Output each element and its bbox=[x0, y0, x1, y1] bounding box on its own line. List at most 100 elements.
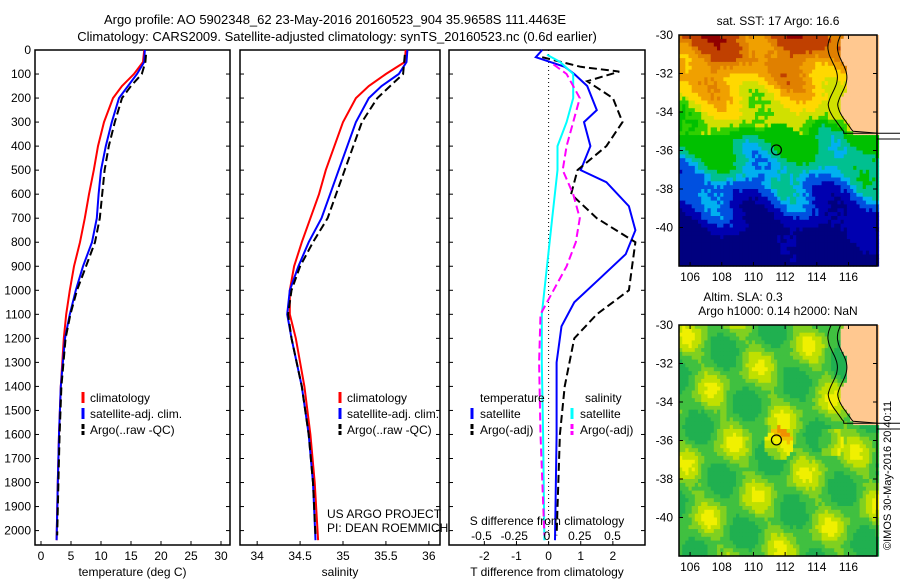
map-cell bbox=[679, 104, 683, 109]
profile-panel-0: 0100200300400500600700800900100011001200… bbox=[4, 43, 231, 579]
map-cell bbox=[736, 100, 740, 105]
map-cell bbox=[786, 100, 791, 105]
map-cell bbox=[739, 139, 743, 144]
map-cell bbox=[755, 65, 759, 71]
map-cell bbox=[815, 169, 819, 175]
map-cell bbox=[805, 192, 810, 198]
map-cell bbox=[862, 181, 867, 186]
map-cell bbox=[707, 135, 712, 140]
map-cell bbox=[802, 371, 807, 376]
map-cell bbox=[789, 208, 794, 213]
map-cell bbox=[720, 328, 724, 334]
map-cell bbox=[745, 185, 750, 190]
map-cell bbox=[764, 363, 769, 368]
map-cell bbox=[736, 104, 740, 109]
map-cell bbox=[748, 332, 753, 337]
map-cell bbox=[856, 181, 861, 186]
map-cell bbox=[761, 38, 766, 44]
map-cell bbox=[808, 77, 813, 82]
map-cell bbox=[821, 88, 826, 94]
map-cell bbox=[739, 375, 743, 380]
map-cell bbox=[758, 208, 762, 213]
map-cell bbox=[701, 185, 705, 190]
map-cell bbox=[859, 158, 864, 163]
map-cell bbox=[729, 378, 734, 384]
map-cell bbox=[767, 35, 772, 40]
map-cell bbox=[761, 231, 766, 236]
map-cell bbox=[688, 219, 693, 225]
map-cell bbox=[786, 223, 791, 229]
map-cell bbox=[840, 340, 845, 345]
map-cell bbox=[774, 371, 778, 376]
map-cell bbox=[698, 77, 702, 82]
map-cell bbox=[748, 359, 753, 364]
map-cell bbox=[745, 150, 750, 155]
map-cell bbox=[856, 250, 861, 255]
map-cell bbox=[710, 154, 715, 159]
map-cell bbox=[780, 181, 785, 186]
map-cell bbox=[827, 65, 832, 71]
map-cell bbox=[824, 169, 829, 175]
map-cell bbox=[780, 46, 785, 51]
map-cell bbox=[764, 69, 769, 74]
map-cell bbox=[755, 77, 759, 82]
map-cell bbox=[821, 115, 826, 121]
map-cell bbox=[856, 242, 861, 248]
lat-tick-label: -38 bbox=[656, 182, 674, 196]
map-cell bbox=[856, 54, 861, 59]
map-cell bbox=[853, 181, 857, 186]
map-cell bbox=[831, 192, 835, 198]
map-cell bbox=[796, 367, 800, 372]
map-cell bbox=[707, 332, 712, 337]
map-cell bbox=[707, 192, 712, 198]
map-cell bbox=[789, 61, 794, 67]
map-cell bbox=[761, 115, 766, 121]
map-cell bbox=[840, 100, 845, 105]
map-cell bbox=[859, 189, 864, 194]
map-cell bbox=[767, 258, 772, 263]
map-cell bbox=[837, 42, 842, 47]
map-cell bbox=[834, 204, 838, 209]
map-cell bbox=[717, 38, 721, 44]
map-cell bbox=[751, 250, 756, 255]
map-cell bbox=[755, 254, 759, 259]
map-cell bbox=[767, 162, 772, 167]
map-cell bbox=[831, 177, 835, 182]
map-cell bbox=[726, 127, 731, 132]
map-cell bbox=[704, 73, 708, 78]
map-cell bbox=[850, 162, 854, 167]
map-cell bbox=[799, 192, 804, 198]
map-cell bbox=[793, 242, 797, 248]
map-cell bbox=[770, 363, 775, 368]
map-cell bbox=[679, 38, 683, 44]
map-cell bbox=[713, 348, 718, 353]
map-cell bbox=[691, 158, 696, 163]
map-cell bbox=[818, 119, 823, 125]
map-cell bbox=[745, 38, 750, 44]
map-cell bbox=[821, 351, 826, 357]
map-cell bbox=[834, 146, 838, 152]
map-cell bbox=[761, 328, 766, 334]
map-cell bbox=[720, 88, 724, 94]
map-cell bbox=[872, 325, 876, 330]
map-cell bbox=[770, 61, 775, 67]
map-cell bbox=[701, 108, 705, 113]
map-cell bbox=[758, 38, 762, 44]
map-cell bbox=[694, 192, 699, 198]
map-cell bbox=[808, 100, 813, 105]
map-cell bbox=[729, 150, 734, 155]
map-cell bbox=[831, 359, 835, 364]
map-cell bbox=[783, 204, 788, 209]
map-cell bbox=[869, 328, 873, 334]
map-cell bbox=[688, 61, 693, 67]
map-cell bbox=[802, 235, 807, 240]
legend-label: satellite-adj. clim. bbox=[90, 407, 182, 421]
map-cell bbox=[799, 254, 804, 259]
map-cell bbox=[850, 196, 854, 202]
map-cell bbox=[850, 332, 854, 337]
map-cell bbox=[739, 119, 743, 125]
map-cell bbox=[707, 355, 712, 361]
map-cell bbox=[698, 250, 702, 255]
map-cell bbox=[720, 173, 724, 178]
map-cell bbox=[843, 123, 848, 128]
